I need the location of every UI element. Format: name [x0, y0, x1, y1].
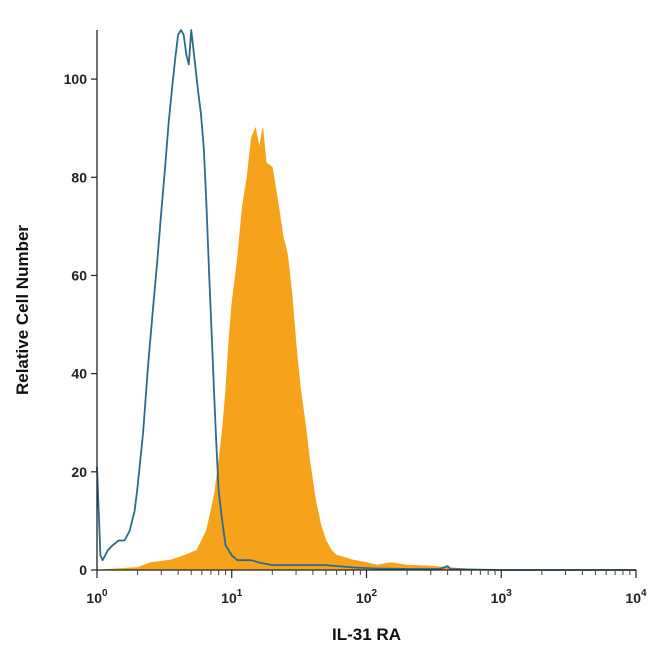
- sample-histogram-fill: [96, 126, 502, 571]
- x-tick-label: 104: [625, 588, 647, 606]
- y-tick-label: 40: [71, 366, 87, 382]
- x-tick-label: 103: [491, 588, 513, 606]
- x-tick-label: 100: [86, 588, 108, 606]
- x-tick-label: 102: [356, 588, 378, 606]
- axes: [96, 30, 636, 571]
- y-tick-label: 0: [79, 562, 87, 578]
- x-tick-label: 101: [221, 588, 243, 606]
- y-tick-label: 20: [71, 464, 87, 480]
- plot-area: [96, 29, 636, 571]
- control-histogram-line: [96, 29, 636, 571]
- y-tick-label: 100: [64, 71, 88, 87]
- y-tick-label: 60: [71, 267, 87, 283]
- x-axis-title: IL-31 RA: [332, 625, 401, 644]
- axis-ticks: 0 20 40 60 80 100 100 101 102 103 104: [64, 71, 647, 606]
- y-tick-label: 80: [71, 169, 87, 185]
- y-axis-title: Relative Cell Number: [13, 225, 32, 395]
